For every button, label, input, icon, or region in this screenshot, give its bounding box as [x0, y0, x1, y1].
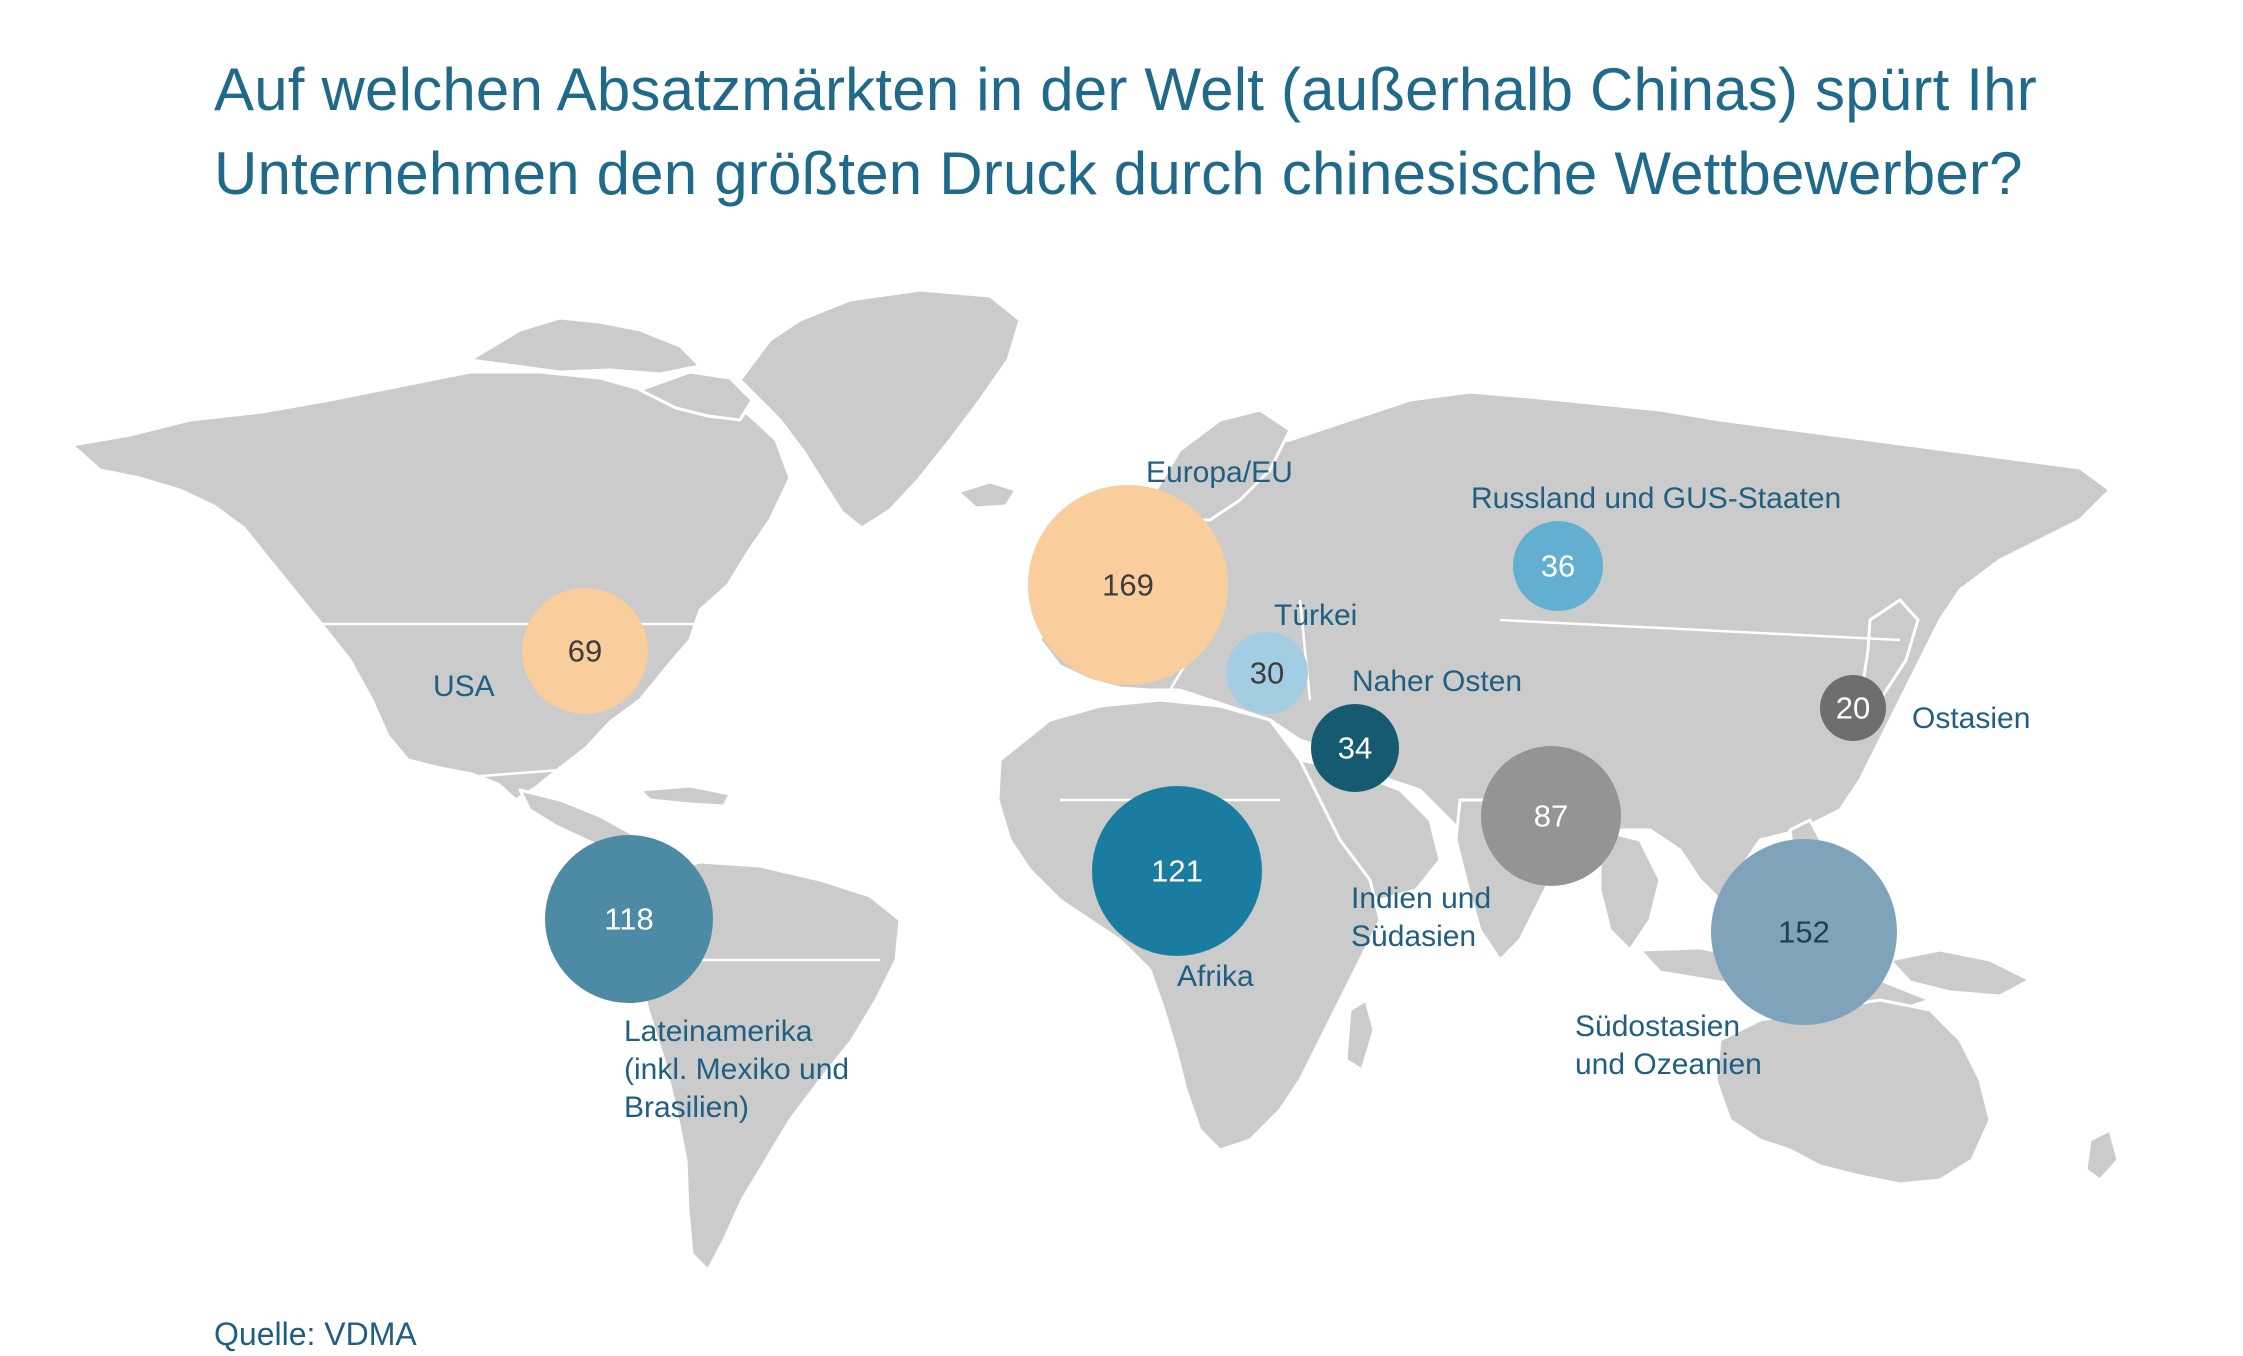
label-ostasien: Ostasien: [1912, 700, 2030, 738]
label-russland: Russland und GUS-Staaten: [1471, 480, 1841, 518]
label-tuerkei-text: Türkei: [1274, 599, 1358, 632]
label-usa-text: USA: [433, 670, 495, 703]
bubble-russland[interactable]: 36: [1513, 521, 1603, 611]
label-naher-osten-text: Naher Osten: [1352, 665, 1523, 698]
russia-china-border: [1499, 618, 1901, 642]
label-ostasien-text: Ostasien: [1912, 702, 2031, 735]
title-line-1: Auf welchen Absatzmärkten in der Welt (a…: [214, 56, 2037, 123]
new-zealand: [2084, 1128, 2120, 1182]
japan: [1860, 598, 1920, 702]
bubble-europa-value: 169: [1102, 568, 1154, 603]
bubble-tuerkei-circle[interactable]: [1226, 632, 1308, 714]
bubble-usa-value: 69: [568, 634, 602, 669]
label-suedostasien-line2: und Ozeanien: [1575, 1048, 1762, 1081]
bubble-usa-circle[interactable]: [522, 588, 648, 714]
bubble-naher-osten[interactable]: 34: [1311, 704, 1399, 792]
label-europa-text: Europa/EU: [1146, 456, 1293, 489]
label-lateinamerika-line1: Lateinamerika: [624, 1015, 813, 1048]
bubble-afrika-circle[interactable]: [1092, 786, 1262, 956]
bubble-tuerkei-value: 30: [1250, 656, 1284, 691]
bubble-naher-osten-circle[interactable]: [1311, 704, 1399, 792]
chart-title: Auf welchen Absatzmärkten in der Welt (a…: [214, 48, 2224, 216]
source-note: Quelle: VDMA: [214, 1316, 417, 1352]
bubble-suedostasien[interactable]: 152: [1711, 839, 1897, 1025]
label-naher-osten: Naher Osten: [1352, 663, 1522, 701]
label-suedostasien: Südostasien und Ozeanien: [1575, 1008, 1762, 1084]
madagascar: [1344, 998, 1376, 1072]
greenland-landmass: [738, 288, 1022, 530]
bubble-suedostasien-circle[interactable]: [1711, 839, 1897, 1025]
caribbean-islands: [638, 784, 732, 808]
bubble-russland-circle[interactable]: [1513, 521, 1603, 611]
usa-mexico-border: [429, 768, 601, 792]
bubble-lateinamerika-circle[interactable]: [545, 835, 713, 1003]
new-guinea: [1888, 948, 2032, 998]
east-europe-border: [1298, 599, 1312, 701]
bubble-indien[interactable]: 87: [1481, 746, 1621, 886]
bubble-lateinamerika-value: 118: [604, 902, 653, 937]
bubble-naher-osten-value: 34: [1338, 731, 1372, 766]
label-indien: Indien und Südasien: [1351, 880, 1491, 956]
label-lateinamerika: Lateinamerika (inkl. Mexiko und Brasilie…: [624, 1013, 849, 1127]
label-tuerkei: Türkei: [1274, 597, 1357, 635]
bubble-ostasien-value: 20: [1836, 691, 1870, 726]
title-line-2: Unternehmen den größten Druck durch chin…: [214, 140, 2023, 207]
label-suedostasien-line1: Südostasien: [1575, 1010, 1741, 1043]
bubble-tuerkei[interactable]: 30: [1226, 632, 1308, 714]
iceland: [956, 480, 1018, 510]
australia-landmass: [1714, 998, 1992, 1186]
continents: [70, 288, 2120, 1272]
bubble-indien-circle[interactable]: [1481, 746, 1621, 886]
label-europa: Europa/EU: [1146, 454, 1293, 492]
label-russland-text: Russland und GUS-Staaten: [1471, 482, 1842, 515]
arctic-islands: [468, 316, 702, 376]
southeast-asia: [1598, 828, 1662, 952]
label-afrika-text: Afrika: [1177, 960, 1254, 993]
bubble-afrika-value: 121: [1151, 854, 1203, 889]
bubble-usa[interactable]: 69: [522, 588, 648, 714]
bubble-suedostasien-value: 152: [1778, 915, 1830, 950]
bubble-ostasien[interactable]: 20: [1820, 675, 1886, 741]
label-lateinamerika-line2: (inkl. Mexiko und: [624, 1053, 850, 1086]
label-indien-line1: Indien und: [1351, 882, 1492, 915]
north-america-landmass: [70, 370, 792, 802]
label-usa: USA: [433, 668, 495, 706]
baffin-island: [638, 370, 754, 422]
bubble-europa-circle[interactable]: [1028, 485, 1228, 685]
bubble-europa[interactable]: 169: [1028, 485, 1228, 685]
bubble-lateinamerika[interactable]: 118: [545, 835, 713, 1003]
bubble-afrika[interactable]: 121: [1092, 786, 1262, 956]
label-afrika: Afrika: [1177, 958, 1254, 996]
bubble-indien-value: 87: [1534, 799, 1568, 834]
bubble-ostasien-circle[interactable]: [1820, 675, 1886, 741]
label-indien-line2: Südasien: [1351, 920, 1477, 953]
label-lateinamerika-line3: Brasilien): [624, 1091, 750, 1124]
bubble-russland-value: 36: [1541, 549, 1575, 584]
